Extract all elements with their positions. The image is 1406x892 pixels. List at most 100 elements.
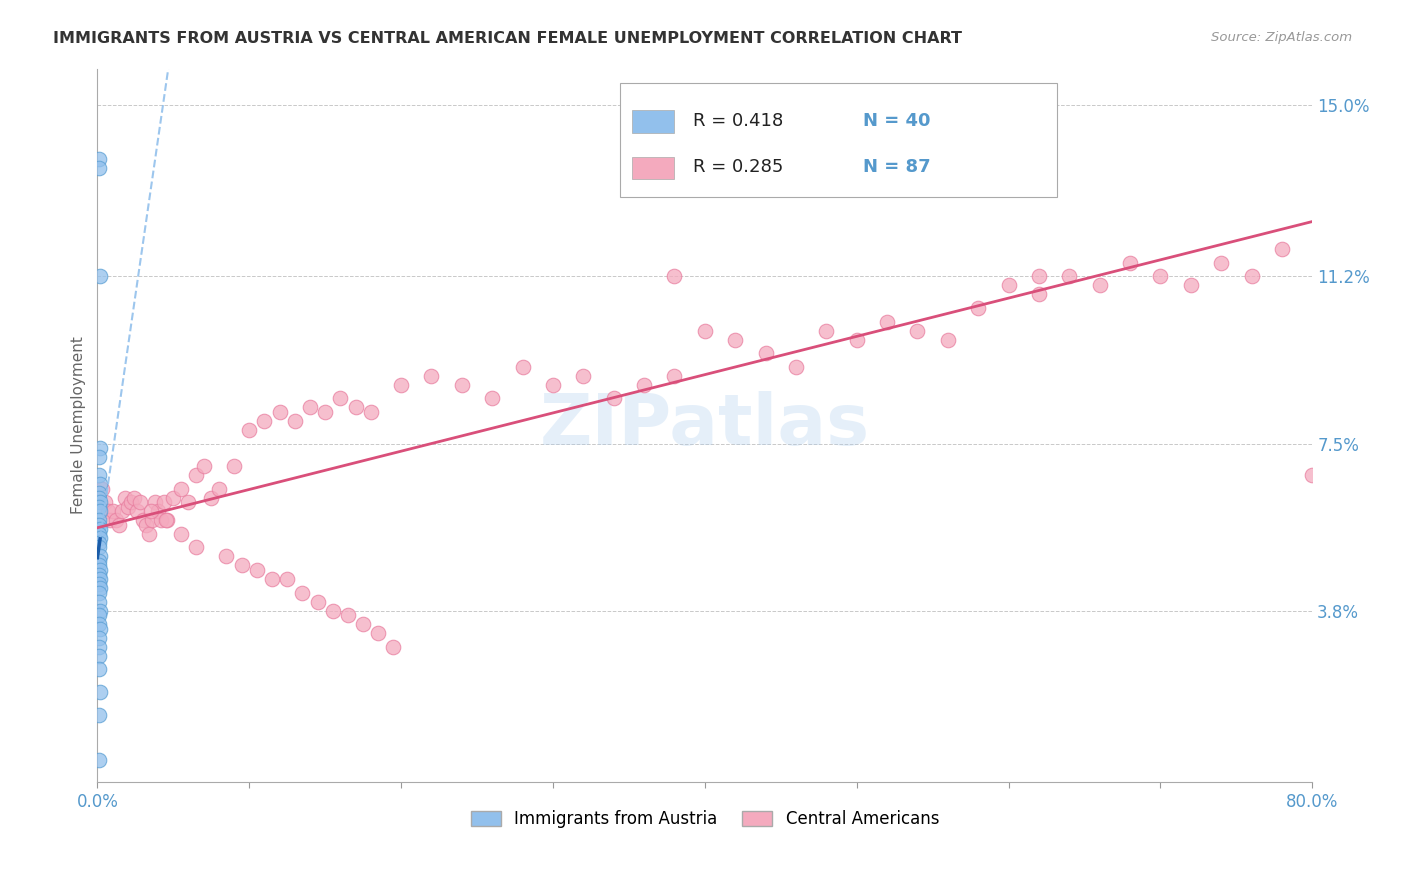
Point — [87, 576, 110, 591]
Point — [104, 513, 127, 527]
Point — [200, 491, 222, 505]
Text: R = 0.418: R = 0.418 — [693, 112, 783, 129]
Y-axis label: Female Unemployment: Female Unemployment — [72, 336, 86, 515]
Point — [89, 604, 111, 618]
Point — [89, 269, 111, 284]
Point — [231, 558, 253, 573]
Point — [936, 333, 959, 347]
Point — [117, 500, 139, 514]
Point — [755, 346, 778, 360]
Point — [135, 517, 157, 532]
Point — [153, 495, 176, 509]
Point — [87, 594, 110, 608]
Bar — [631, 111, 675, 133]
Point — [1059, 269, 1081, 284]
Point — [87, 631, 110, 645]
Point — [1028, 269, 1050, 284]
Point — [170, 527, 193, 541]
Point — [138, 527, 160, 541]
Point — [222, 459, 245, 474]
Point — [87, 554, 110, 568]
Point — [572, 368, 595, 383]
Point — [87, 491, 110, 505]
Point — [367, 626, 389, 640]
Point — [693, 324, 716, 338]
Point — [284, 414, 307, 428]
Point — [876, 314, 898, 328]
Point — [967, 301, 990, 315]
Point — [141, 513, 163, 527]
Point — [89, 563, 111, 577]
Point — [150, 513, 173, 527]
Point — [352, 617, 374, 632]
Text: IMMIGRANTS FROM AUSTRIA VS CENTRAL AMERICAN FEMALE UNEMPLOYMENT CORRELATION CHAR: IMMIGRANTS FROM AUSTRIA VS CENTRAL AMERI… — [53, 31, 963, 46]
Point — [111, 504, 134, 518]
Point — [89, 522, 111, 536]
Point — [253, 414, 276, 428]
Point — [269, 405, 291, 419]
Legend: Immigrants from Austria, Central Americans: Immigrants from Austria, Central America… — [464, 804, 946, 835]
Point — [89, 532, 111, 546]
Point — [1180, 278, 1202, 293]
Point — [1119, 256, 1142, 270]
Point — [344, 401, 367, 415]
Point — [128, 495, 150, 509]
Point — [1301, 468, 1323, 483]
Point — [87, 707, 110, 722]
Point — [107, 517, 129, 532]
Point — [298, 401, 321, 415]
Point — [97, 504, 120, 518]
Point — [90, 482, 112, 496]
Point — [907, 179, 929, 194]
Point — [87, 486, 110, 500]
Text: Source: ZipAtlas.com: Source: ZipAtlas.com — [1212, 31, 1353, 45]
Point — [89, 477, 111, 491]
Point — [101, 504, 124, 518]
Point — [512, 359, 534, 374]
Point — [87, 648, 110, 663]
Point — [291, 585, 314, 599]
Point — [246, 563, 269, 577]
Point — [87, 513, 110, 527]
Point — [389, 377, 412, 392]
Point — [541, 377, 564, 392]
Point — [177, 495, 200, 509]
Point — [162, 491, 184, 505]
Point — [1271, 242, 1294, 256]
Point — [329, 392, 352, 406]
Point — [87, 450, 110, 464]
Point — [87, 500, 110, 514]
Point — [1240, 269, 1263, 284]
Point — [450, 377, 472, 392]
Point — [845, 333, 868, 347]
Point — [87, 585, 110, 599]
Point — [89, 441, 111, 455]
Point — [87, 567, 110, 582]
Point — [98, 513, 121, 527]
Text: ZIPatlas: ZIPatlas — [540, 391, 870, 460]
Point — [1149, 269, 1171, 284]
Point — [87, 662, 110, 676]
Bar — [631, 157, 675, 179]
Point — [360, 405, 382, 419]
Point — [89, 549, 111, 564]
Point — [382, 640, 405, 654]
Point — [238, 423, 260, 437]
Point — [125, 504, 148, 518]
FancyBboxPatch shape — [620, 83, 1057, 197]
Point — [87, 152, 110, 166]
Point — [89, 685, 111, 699]
Point — [170, 482, 193, 496]
Point — [132, 513, 155, 527]
Point — [815, 324, 838, 338]
Point — [481, 392, 503, 406]
Point — [87, 161, 110, 175]
Point — [89, 622, 111, 636]
Text: R = 0.285: R = 0.285 — [693, 158, 783, 176]
Point — [87, 517, 110, 532]
Point — [87, 527, 110, 541]
Point — [146, 504, 169, 518]
Point — [724, 333, 747, 347]
Point — [87, 608, 110, 623]
Point — [193, 459, 215, 474]
